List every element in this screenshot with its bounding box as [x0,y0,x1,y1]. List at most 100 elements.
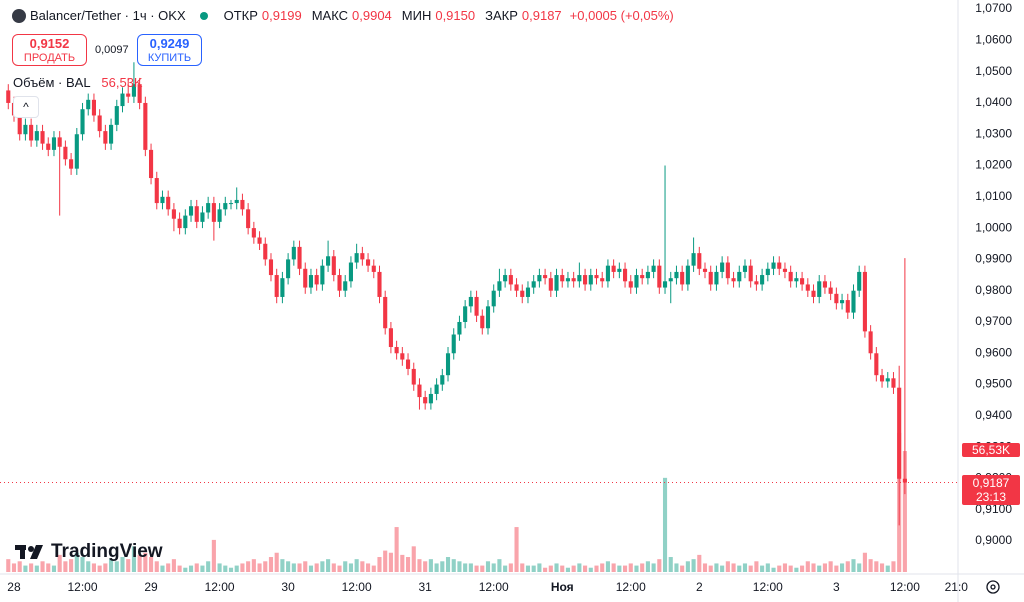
volume-bar [634,565,639,572]
volume-bar [508,563,513,572]
candle-body [514,284,519,291]
volume-bar [845,561,850,572]
candle-body [103,131,108,144]
candle-body [491,290,496,307]
x-tick-label: 28 [7,580,21,594]
volume-bar [34,565,39,572]
volume-bar [166,563,171,572]
candle-body [257,237,262,244]
candle-body [691,253,696,266]
candle-body [525,287,531,297]
candle-body [194,206,199,222]
candle-body [286,259,291,279]
x-tick-label: 31 [418,580,432,594]
candle-body [805,284,810,291]
candle-body [326,256,331,266]
candle-body [571,278,576,282]
volume-bar [874,561,879,572]
candle-body [822,281,827,288]
candle-body [303,268,308,288]
volume-bar [360,561,365,572]
sell-label: ПРОДАТЬ [23,52,76,64]
candle-body [131,84,136,97]
x-tick-label: 29 [144,580,158,594]
y-tick-label: 1,0600 [975,33,1012,47]
candle-body [166,196,171,210]
volume-bar [554,563,559,572]
candle-body [725,262,730,279]
candle-body [240,199,245,210]
y-tick-label: 0,9600 [975,345,1012,359]
volume-bar [57,554,62,572]
spread: 0,0097 [95,44,129,56]
volume-bar [263,561,268,572]
candle-body [628,281,633,288]
volume-bar [840,563,845,572]
candle-body [383,296,388,329]
volume-bar [29,563,34,572]
candle-body [611,265,616,272]
volume-bar [246,561,251,572]
volume-bar [560,565,565,572]
volume-bar [457,561,462,572]
volume-bar [343,561,348,572]
collapse-button[interactable]: ^ [13,96,39,118]
y-tick-label: 1,0400 [975,95,1012,109]
volume-bar [794,567,799,572]
candle-body [720,262,725,272]
volume-bar [680,565,685,572]
volume-bar [777,565,782,572]
candle-body [685,265,690,285]
volume-bar [86,561,91,572]
candle-body [874,353,879,376]
sell-button[interactable]: 0,9152 ПРОДАТЬ [12,34,87,66]
volume-bar [851,559,856,572]
candle-body [554,275,559,291]
volume-bar [622,565,628,572]
volume-bar [685,561,690,572]
volume-bar [708,565,713,572]
volume-bar [331,563,336,572]
volume-bar [280,559,285,572]
buy-button[interactable]: 0,9249 КУПИТЬ [137,34,202,66]
candle-body [594,275,599,279]
x-tick-label: Ноя [551,580,574,594]
volume-bar [211,539,216,572]
candle-body [480,315,485,329]
volume-bar [428,559,433,572]
volume-bar [737,565,742,572]
volume-bar [800,565,805,572]
candle-body [434,384,439,394]
volume-bar [411,546,416,572]
candle-body [583,275,588,285]
volume-bar [251,559,256,572]
y-tick-label: 0,9400 [975,408,1012,422]
candle-body [405,359,411,369]
settings-icon[interactable] [986,580,1000,594]
volume-bar [611,563,616,572]
volume-bar [23,565,28,572]
candle-body [223,203,228,210]
candle-body [617,268,622,272]
candle-body [394,347,399,354]
candle-body [834,293,839,304]
candle-body [308,275,314,288]
candle-body [651,265,656,272]
candle-body [605,265,610,282]
candle-body [86,99,91,110]
symbol[interactable]: Balancer/Tether · 1ч · OKX [30,8,186,23]
volume-bar [234,565,239,572]
candle-body [503,275,508,282]
volume-bar [274,552,279,572]
candle-body [537,275,542,282]
x-tick-label: 12:00 [616,580,646,594]
volume-bar [120,557,125,572]
volume-bar [491,563,496,572]
volume-bar [63,561,68,572]
x-tick-label: 12:00 [342,580,372,594]
y-tick-label: 0,9500 [975,377,1012,391]
candle-body [543,275,548,279]
candle-body [280,278,285,297]
candle-body [126,93,131,97]
candle-body [206,203,211,213]
